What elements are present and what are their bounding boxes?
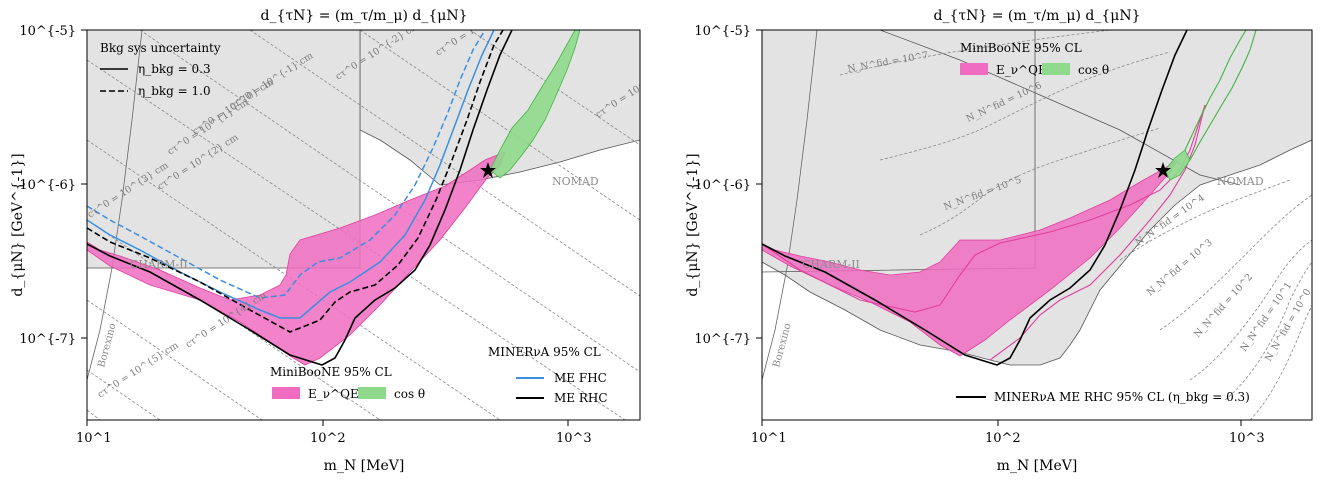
right-ytick-label: 10^{-6} [694,178,751,193]
miniboone-eqe-outline [989,104,1206,361]
legend-bkg: Bkg sys uncertainty η_bkg = 0.3 η_bkg = … [100,41,221,98]
right-plot-area: NOMAD CHARM-II Borexino N_N^fid = 10^7 N… [762,30,1313,420]
fhc-dashed-line [87,30,486,299]
left-xtick-label: 10^1 [76,431,112,446]
legend-minerva: MINERνA 95% CL ME FHC ME RHC [488,345,608,405]
miniboone-cos-outline [1189,30,1257,161]
left-ytick-label: 10^{-5} [19,24,76,39]
right-xtick-label: 10^2 [985,431,1021,446]
left-ylabel: d_{μN} [GeV^{-1}] [10,153,26,296]
rhc-dashed-line [87,30,504,333]
charm-ii-label: CHARM-II [802,258,860,271]
legend-miniboone: MiniBooNE 95% CL E_ν^QE cos θ [270,365,425,401]
left-panel: NOMAD CHARM-II Borexino cτ^0 = 10^{-4} c… [10,8,641,474]
left-xtick-label: 10^3 [556,431,592,446]
legend-minerva-fhc: ME FHC [554,371,607,385]
miniboone-cos-band [489,30,581,179]
benchmark-star [480,162,496,178]
left-plot-area: NOMAD CHARM-II Borexino cτ^0 = 10^{-4} c… [87,30,640,420]
right-axes-frame [761,29,1313,421]
legend-minerva-rhc: ME RHC [554,391,608,405]
legend-bkg-dashed: η_bkg = 1.0 [138,84,211,98]
benchmark-star [1155,162,1171,178]
legend-minerva-title: MINERνA 95% CL [488,345,601,359]
borexino-label: Borexino [96,322,118,369]
nomad-boundary [879,30,1241,186]
rhc-solid-line [87,30,513,366]
left-title: d_{τN} = (m_τ/m_μ) d_{μN} [260,8,467,24]
legend-minerva: MINERνA ME RHC 95% CL (η_bkg = 0.3) [956,390,1250,404]
legend-bkg-title: Bkg sys uncertainty [100,41,221,55]
nfid-label: N_N^fid = 10^0 [1263,287,1313,363]
nfid-label: N_N^fid = 10^2 [1192,272,1255,340]
left-ytick-label: 10^{-7} [19,332,76,347]
legend-miniboone-cos: cos θ [394,387,425,401]
legend-miniboone-title: MiniBooNE 95% CL [270,365,392,379]
left-axes-frame [86,29,641,421]
right-title: d_{τN} = (m_τ/m_μ) d_{μN} [933,8,1140,24]
nomad-label: NOMAD [552,175,599,188]
rhc-solid-line [762,30,1188,366]
borexino-label: Borexino [771,322,793,369]
right-panel: NOMAD CHARM-II Borexino N_N^fid = 10^7 N… [685,8,1313,474]
right-ylabel: d_{μN} [GeV^{-1}] [685,153,701,296]
left-ytick-label: 10^{-6} [19,178,76,193]
nomad-label: NOMAD [1217,175,1264,188]
borexino-boundary [87,30,143,381]
legend-miniboone-cos: cos θ [1078,63,1109,77]
miniboone-cos-outline [1184,30,1247,151]
right-xlabel: m_N [MeV] [997,458,1078,474]
legend-miniboone-eqe: E_ν^QE [308,387,359,401]
borexino-boundary [762,30,818,381]
nfid-contours [839,30,1312,420]
charm-ii-label: CHARM-II [130,258,188,271]
right-ticks [756,29,1242,426]
legend-bkg-solid: η_bkg = 0.3 [138,62,211,76]
left-xlabel: m_N [MeV] [324,458,405,474]
legend-minerva-rhc: MINERνA ME RHC 95% CL (η_bkg = 0.3) [994,390,1250,404]
legend-miniboone: MiniBooNE 95% CL E_ν^QE cos θ [960,41,1109,77]
left-ticks [81,29,569,426]
legend-miniboone-eqe: E_ν^QE [996,63,1047,77]
right-xtick-label: 10^3 [1229,431,1265,446]
right-xtick-label: 10^1 [751,431,787,446]
nfid-label: N_N^fid = 10^3 [1145,237,1215,298]
legend-miniboone-title: MiniBooNE 95% CL [960,41,1082,55]
right-ytick-label: 10^{-5} [694,24,751,39]
right-ytick-label: 10^{-7} [694,332,751,347]
left-xtick-label: 10^2 [310,431,346,446]
